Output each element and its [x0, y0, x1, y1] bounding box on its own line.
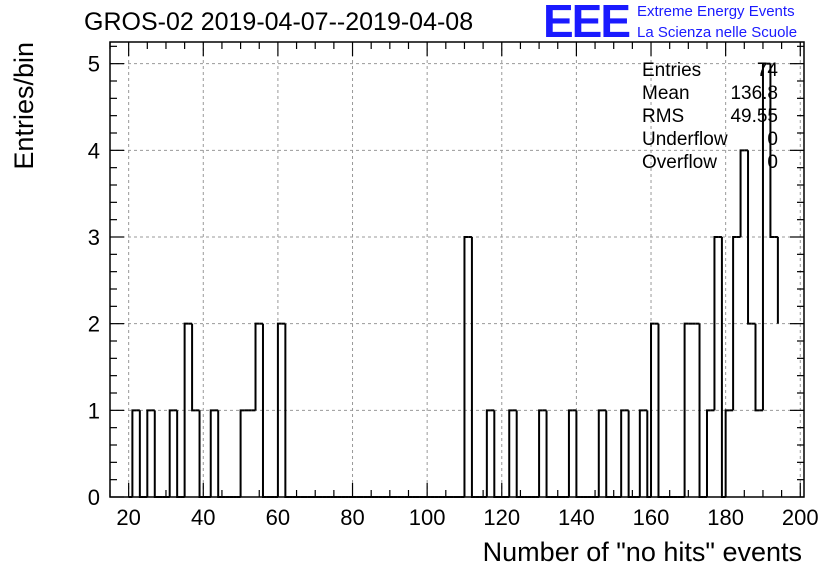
histogram-bin: [146, 409, 152, 497]
histogram-bin: [754, 323, 760, 412]
stats-label: Overflow: [642, 152, 717, 173]
stats-label: Mean: [642, 83, 690, 104]
histogram-bin: [217, 410, 222, 498]
plot-frame: [109, 41, 805, 498]
x-tick-label: 180: [707, 505, 744, 530]
chart-title: GROS-02 2019-04-07--2019-04-08: [84, 8, 474, 36]
histogram-bin: [761, 62, 767, 411]
histogram-bin: [138, 410, 144, 498]
histogram-bin: [732, 236, 737, 411]
histogram-bin: [254, 322, 260, 411]
eee-logo: EEE Extreme Energy Events La Scienza nel…: [543, 0, 835, 50]
histogram-bin: [191, 323, 196, 412]
histogram-bin: [567, 409, 573, 497]
y-tick-label: 1: [88, 398, 100, 423]
x-tick-label: 40: [191, 505, 215, 530]
histogram-bin: [284, 323, 290, 498]
eee-logo-line1: Extreme Energy Events: [637, 3, 795, 20]
x-tick-label: 200: [782, 505, 819, 530]
histogram-bin: [276, 322, 282, 497]
eee-logo-mark: EEE: [543, 0, 631, 47]
histogram-bin: [538, 409, 543, 497]
histogram-bin: [153, 410, 159, 498]
histogram-bin: [698, 323, 704, 498]
y-tick-label: 4: [88, 138, 100, 163]
y-axis-label: Entries/bin: [9, 42, 39, 170]
histogram-bin: [627, 410, 633, 498]
histogram-bin: [176, 410, 181, 498]
stats-value: 74: [757, 60, 779, 81]
histogram-bin: [769, 63, 775, 238]
eee-logo-line2: La Scienza nelle Scuole: [637, 24, 798, 41]
histogram-bin: [493, 410, 499, 498]
x-tick-label: 20: [116, 505, 140, 530]
histogram-bin: [508, 409, 513, 497]
axis-ticks: [109, 42, 804, 498]
stats-label: Underflow: [642, 129, 728, 150]
histogram-bin: [168, 409, 174, 497]
histogram-bin: [463, 236, 469, 497]
stats-label: Entries: [642, 60, 701, 81]
histogram-bin: [515, 410, 521, 498]
histogram-bin: [650, 322, 655, 497]
stats-value: 49.55: [730, 106, 778, 127]
histogram-bin: [183, 322, 189, 497]
x-tick-label: 60: [266, 505, 290, 530]
x-tick-label: 100: [409, 505, 446, 530]
y-tick-label: 2: [88, 312, 100, 337]
histogram-bin: [597, 409, 603, 497]
histogram-bin: [545, 410, 551, 498]
histogram-bin: [724, 409, 730, 497]
histogram-bin: [485, 409, 491, 497]
histogram-bin: [713, 236, 719, 411]
y-tick-label: 3: [88, 225, 100, 250]
y-tick-label: 5: [88, 52, 100, 77]
histogram-bin: [747, 150, 752, 325]
x-tick-label: 80: [340, 505, 364, 530]
histogram-bin: [605, 410, 610, 498]
y-tick-label: 0: [88, 485, 100, 510]
x-axis-label: Number of "no hits" events: [483, 537, 802, 567]
stats-label: RMS: [642, 106, 684, 127]
histogram-bin: [239, 409, 245, 497]
histogram-bin: [705, 409, 711, 497]
histogram-bin: [683, 322, 689, 497]
x-tick-label: 160: [633, 505, 670, 530]
histogram-bin: [620, 409, 625, 497]
histogram-bin: [470, 237, 476, 498]
stats-value: 0: [767, 152, 778, 173]
stats-value: 0: [767, 129, 778, 150]
stats-value: 136.8: [730, 83, 778, 104]
histogram-bin: [739, 149, 745, 237]
tick-labels: 20 40 60 80 100 120 140 160 180 200 0 1 2 3 4 5: [88, 52, 819, 530]
histogram-bin: [657, 323, 663, 498]
x-tick-label: 140: [558, 505, 595, 530]
x-tick-label: 120: [483, 505, 520, 530]
histogram-bin: [638, 409, 644, 497]
histogram-bin: [131, 409, 137, 497]
histogram-bin: [209, 409, 215, 497]
